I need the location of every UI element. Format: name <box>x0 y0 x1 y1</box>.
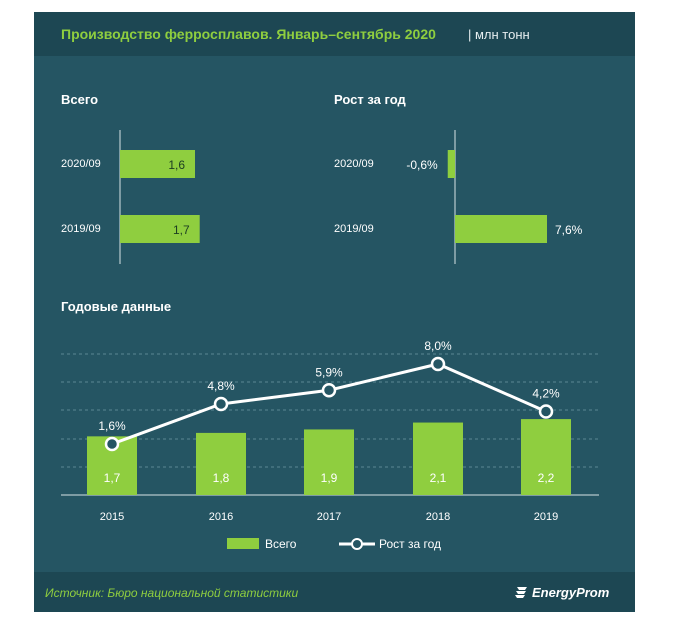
source-note: Источник: Бюро национальной статистики <box>45 586 299 600</box>
legend-marker-growth <box>351 538 363 550</box>
total-chart-title: Всего <box>61 92 99 107</box>
growth-point-label: 4,2% <box>532 387 560 401</box>
annual-bar-2017 <box>304 429 354 495</box>
total-category-label: 2019/09 <box>61 223 101 235</box>
legend-label-total: Всего <box>265 537 297 551</box>
total-bar-2020/09 <box>120 150 195 178</box>
growth-bar-chart: -0,6% 7,6% <box>406 130 583 264</box>
chart-title: Производство ферросплавов. Январь–сентяб… <box>61 26 436 42</box>
growth-category-label: 2019/09 <box>334 223 374 235</box>
annual-bar-value-label: 2,2 <box>538 471 555 485</box>
annual-bar-2016 <box>196 432 246 495</box>
growth-category-label: 2020/09 <box>334 158 374 170</box>
growth-point-2018 <box>430 356 446 372</box>
annual-bar-value-label: 1,7 <box>104 471 121 485</box>
unit-label: | млн тонн <box>468 27 530 42</box>
annual-category-label: 2016 <box>209 511 233 523</box>
growth-bar-2019/09 <box>455 215 547 243</box>
annual-bar-2018 <box>413 422 463 495</box>
growth-point-label: 5,9% <box>315 365 343 379</box>
growth-point-2019 <box>538 404 554 419</box>
footer-bar: Источник: Бюро национальной статистики E… <box>34 572 635 612</box>
title-bar: Производство ферросплавов. Январь–сентяб… <box>34 12 635 56</box>
legend-swatch-total <box>227 538 259 549</box>
annual-bar-value-label: 2,1 <box>430 471 447 485</box>
growth-chart-title: Рост за год <box>334 92 406 107</box>
annual-category-label: 2017 <box>317 511 341 523</box>
energyprom-logo-icon <box>515 587 527 598</box>
annual-bar-value-label: 1,9 <box>321 471 338 485</box>
infographic-panel: Производство ферросплавов. Январь–сентяб… <box>34 12 635 612</box>
annual-combo-chart: 1,7 2015 1,8 2016 1,9 2017 2,1 2018 2,2 2019 1,6% 4… <box>61 339 599 551</box>
total-bar-2019/09 <box>120 215 200 243</box>
total-bar-chart: 1,6 1,7 <box>119 130 200 264</box>
total-value-label: 1,6 <box>168 158 185 172</box>
growth-value-label: 7,6% <box>555 223 583 237</box>
total-category-label: 2020/09 <box>61 158 101 170</box>
growth-value-label: -0,6% <box>406 158 438 172</box>
annual-category-label: 2015 <box>100 511 124 523</box>
annual-category-label: 2019 <box>534 511 558 523</box>
growth-point-label: 8,0% <box>424 339 452 353</box>
brand-name: EnergyProm <box>532 585 610 600</box>
annual-bar-value-label: 1,8 <box>213 471 230 485</box>
growth-point-2017 <box>321 383 337 398</box>
annual-category-label: 2018 <box>426 511 450 523</box>
annual-chart-title: Годовые данные <box>61 299 172 314</box>
growth-point-2016 <box>213 396 229 412</box>
total-value-label: 1,7 <box>173 223 190 237</box>
growth-bar-2020/09 <box>447 150 455 178</box>
legend-label-growth: Рост за год <box>379 537 441 551</box>
growth-point-label: 4,8% <box>207 379 235 393</box>
annual-bar-2019 <box>521 419 571 495</box>
growth-point-2015 <box>104 436 120 452</box>
growth-point-label: 1,6% <box>98 419 126 433</box>
